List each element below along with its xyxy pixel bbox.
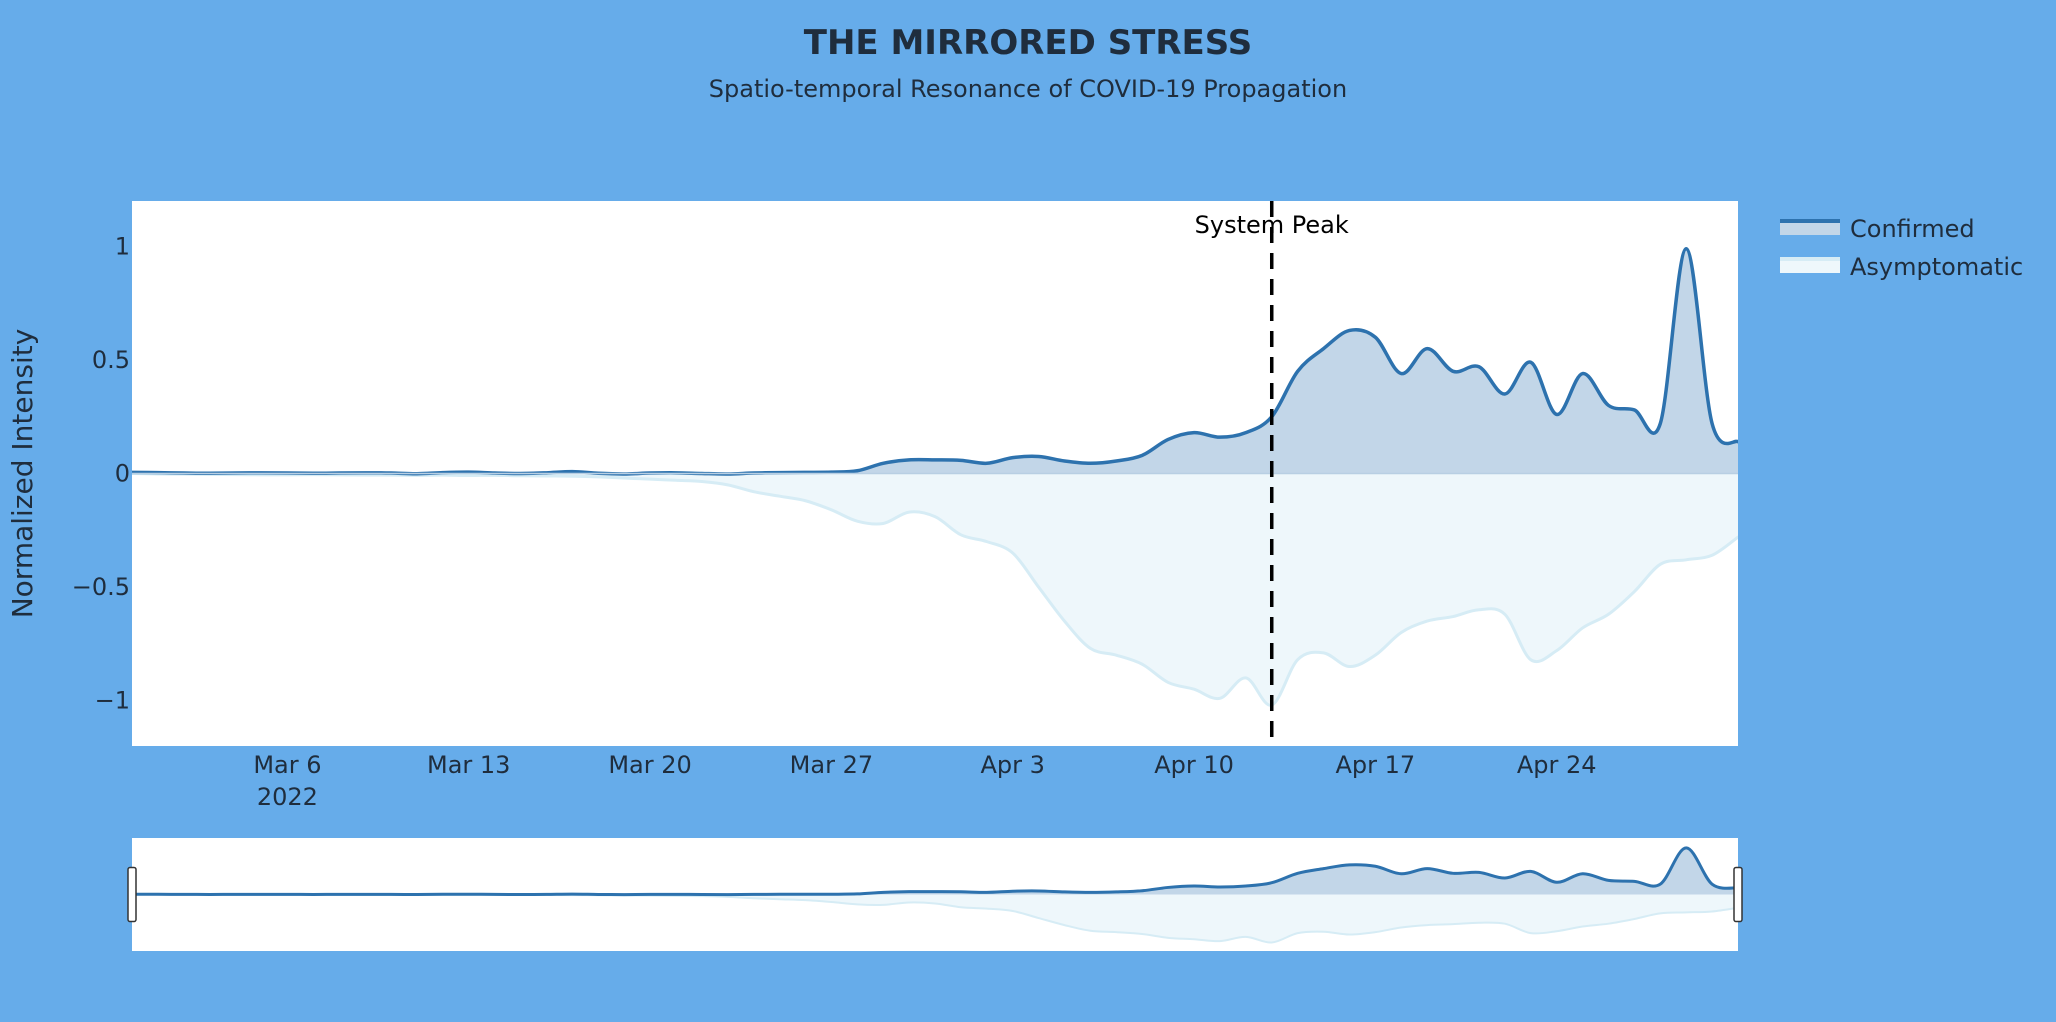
y-tick-label: 1 — [115, 232, 130, 260]
x-tick-label: Apr 10 — [1154, 751, 1234, 779]
x-tick-label: Mar 13 — [427, 751, 510, 779]
y-tick-label: 0 — [115, 460, 130, 488]
x-tick-year: 2022 — [257, 783, 318, 811]
series-asymptomatic-area — [132, 473, 1738, 706]
range-slider-left-handle[interactable] — [127, 866, 137, 923]
legend-swatch-fill — [1780, 259, 1840, 273]
range-slider[interactable] — [127, 838, 1743, 951]
y-tick-label: −1 — [95, 687, 130, 715]
legend-label: Asymptomatic — [1850, 253, 2023, 281]
x-tick-label: Apr 17 — [1336, 751, 1416, 779]
series-confirmed-area — [132, 847, 1738, 895]
chart-title: THE MIRRORED STRESS — [804, 23, 1252, 63]
legend-item-asymptomatic[interactable]: Asymptomatic — [1780, 253, 2023, 281]
range-slider-right-handle[interactable] — [1733, 866, 1743, 923]
chart-subtitle: Spatio-temporal Resonance of COVID-19 Pr… — [709, 75, 1347, 103]
series-confirmed-line — [132, 846, 1738, 897]
system-peak-label: System Peak — [1195, 211, 1349, 239]
x-tick-label: Mar 27 — [790, 751, 873, 779]
range-slider-series — [132, 846, 1738, 944]
y-tick-label: −0.5 — [72, 573, 130, 601]
series-confirmed-area — [132, 248, 1738, 474]
x-tick-label: Apr 24 — [1517, 751, 1597, 779]
series-asymptomatic-line — [132, 472, 1738, 707]
series-group — [132, 246, 1738, 707]
x-tick-label: Mar 20 — [608, 751, 691, 779]
x-tick-label: Apr 3 — [980, 751, 1044, 779]
legend-swatch-fill — [1780, 221, 1840, 235]
y-tick-label: 0.5 — [92, 346, 130, 374]
main-plot: System Peak 1 0.5 0 −0.5 −1 Mar 6 2022 Mar 13 Mar… — [6, 201, 1738, 811]
legend-item-confirmed[interactable]: Confirmed — [1780, 215, 1975, 243]
legend-label: Confirmed — [1850, 215, 1975, 243]
y-axis-title: Normalized Intensity — [6, 329, 39, 619]
x-tick-label: Mar 6 — [253, 751, 321, 779]
series-asymptomatic-area — [132, 894, 1738, 943]
legend: Confirmed Asymptomatic — [1780, 215, 2023, 281]
